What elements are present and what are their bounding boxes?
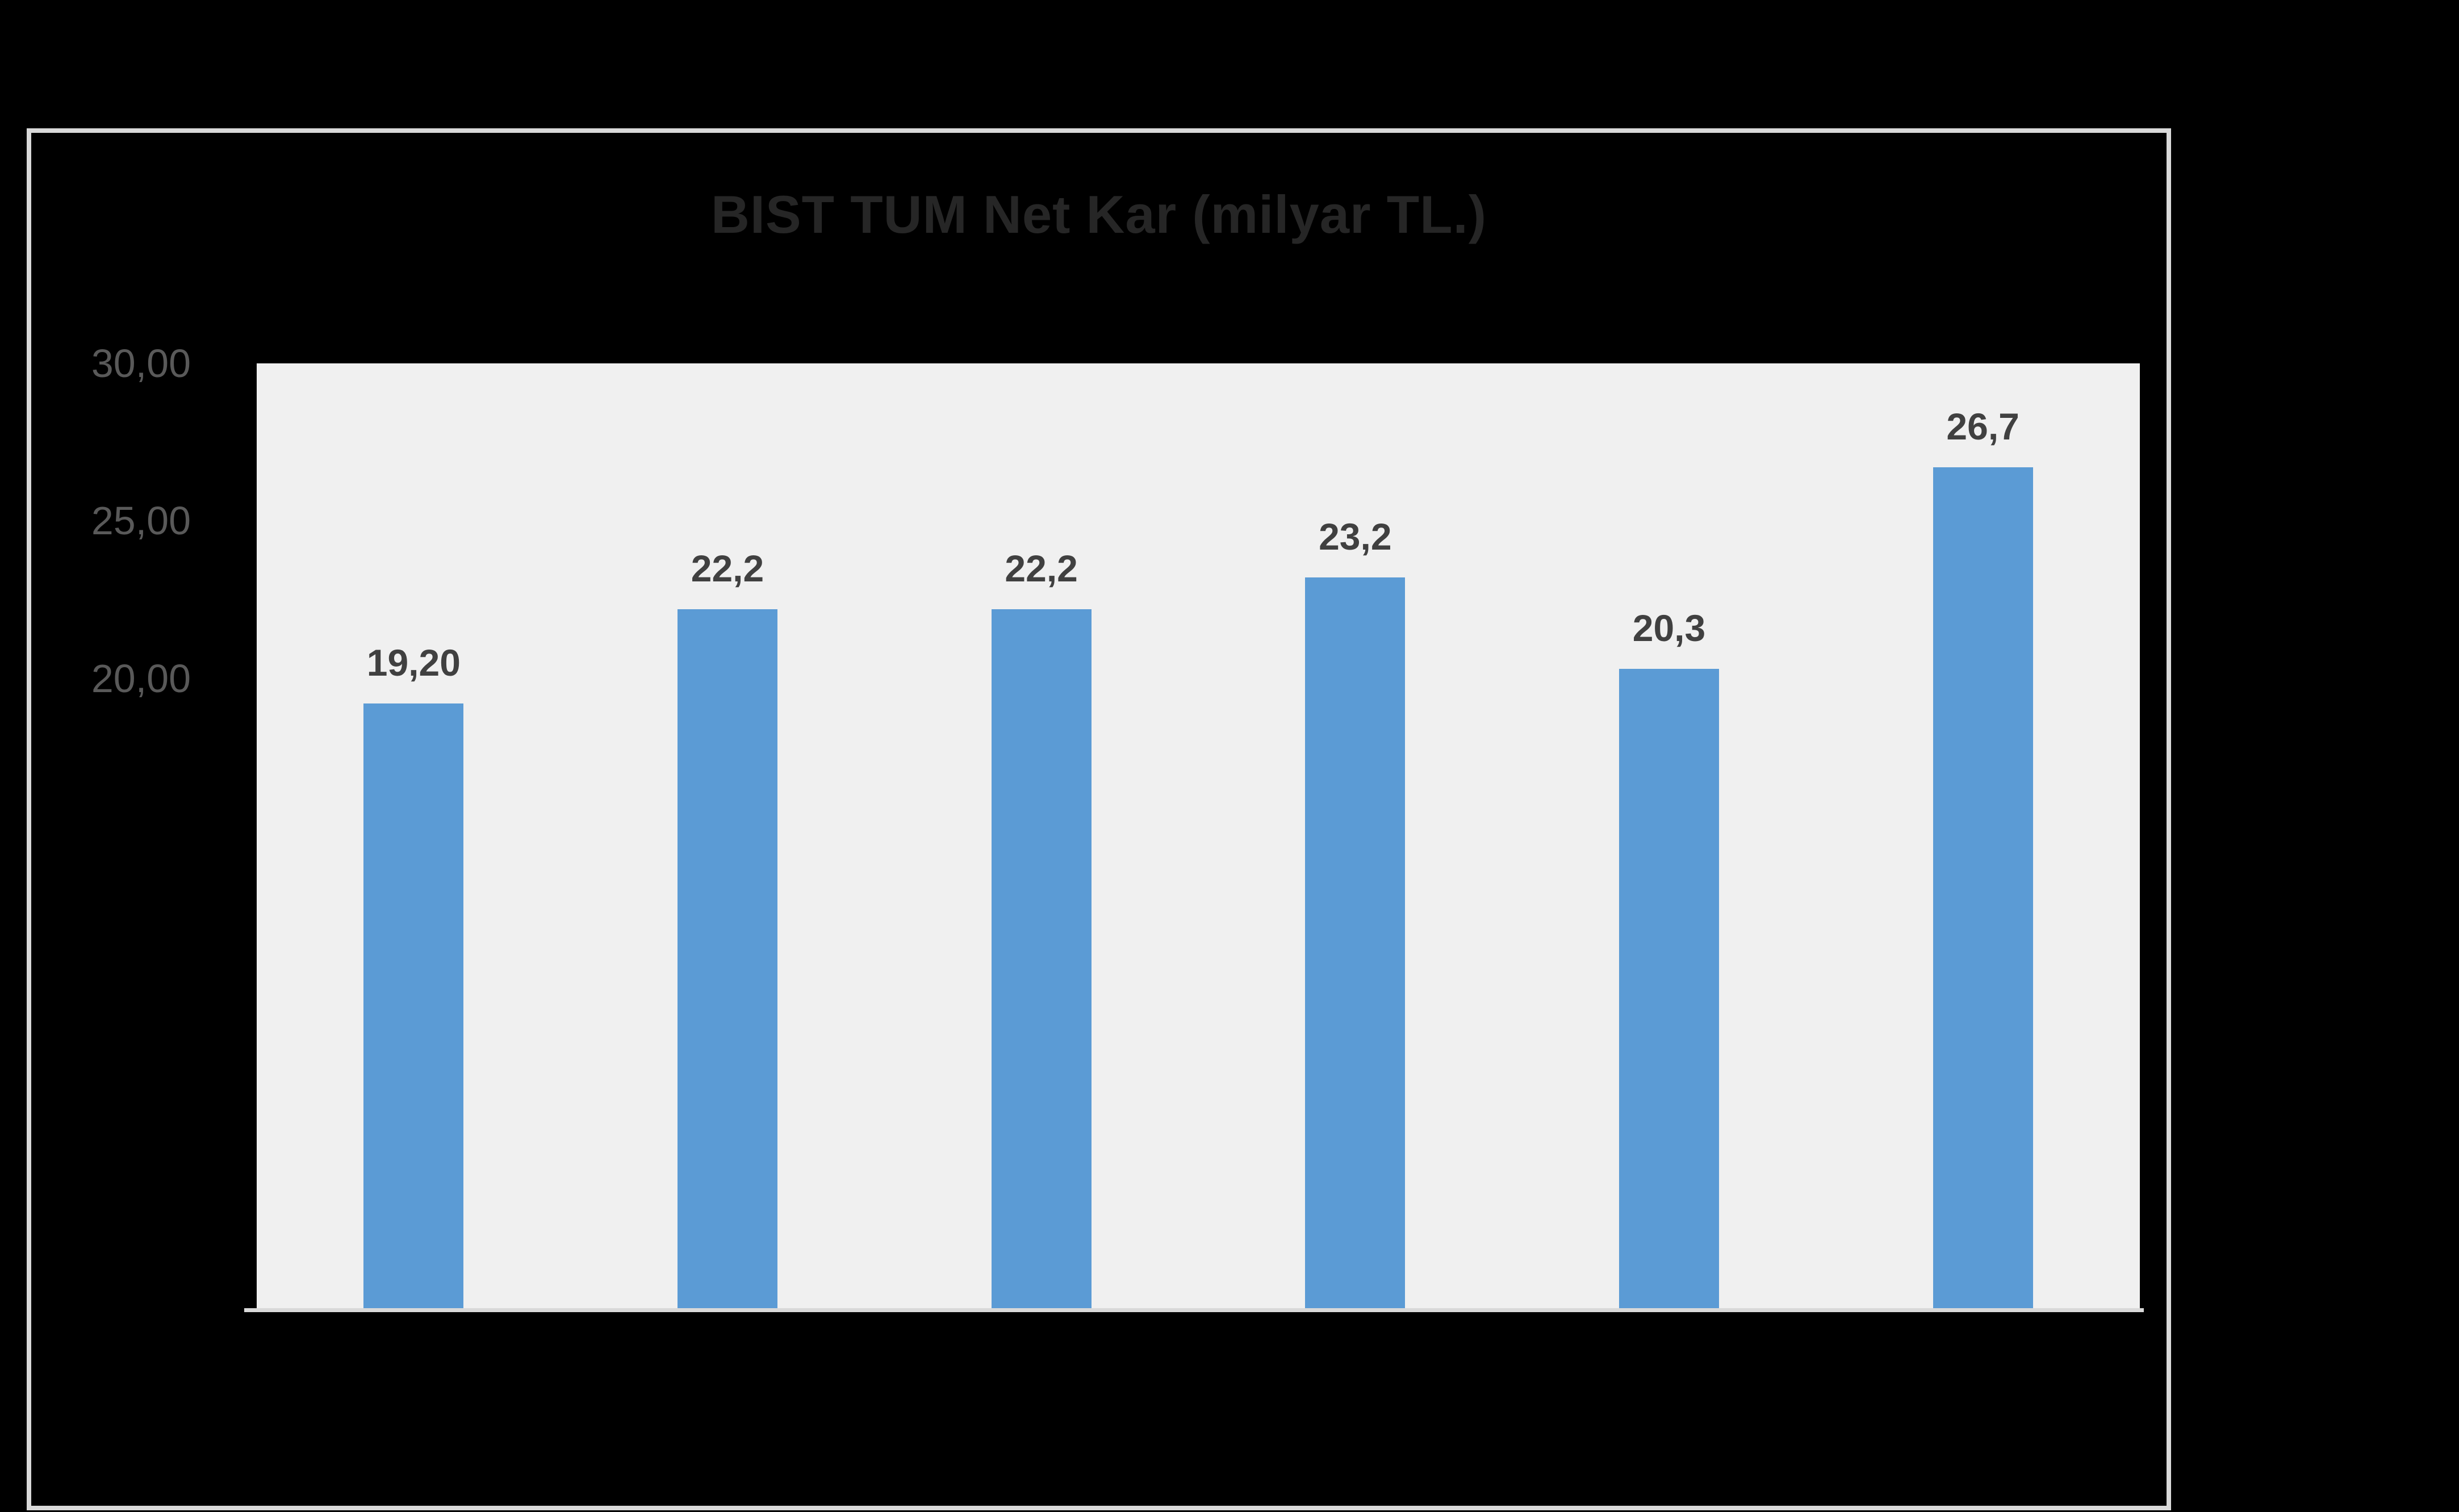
y-axis-tick-label: 30,00 xyxy=(91,341,191,386)
bar-value-label: 23,2 xyxy=(1319,516,1392,558)
bar xyxy=(1933,467,2033,1308)
chart-border xyxy=(27,128,2171,1510)
bar-value-label: 22,2 xyxy=(691,547,764,589)
x-axis-line xyxy=(244,1308,2144,1312)
plot-area xyxy=(257,363,2140,1308)
chart-title: BIST TUM Net Kar (milyar TL.) xyxy=(710,185,1487,244)
bar xyxy=(363,703,464,1308)
y-axis-tick-label: 20,00 xyxy=(91,656,191,701)
bar xyxy=(1619,669,1719,1308)
y-axis-tick-label: 25,00 xyxy=(91,499,191,543)
bar xyxy=(991,609,1092,1308)
bar xyxy=(1305,577,1406,1308)
bar-value-label: 20,3 xyxy=(1632,607,1706,650)
bar-value-label: 19,20 xyxy=(366,642,461,684)
bar xyxy=(678,609,777,1308)
bar-value-label: 26,7 xyxy=(1946,405,2019,448)
bar-value-label: 22,2 xyxy=(1005,547,1078,589)
